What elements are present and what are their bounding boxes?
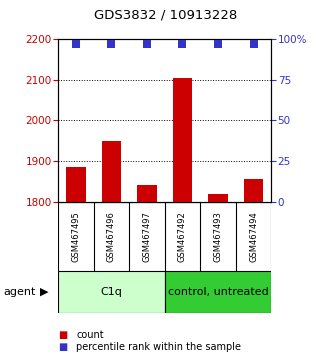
Text: GSM467494: GSM467494 — [249, 211, 258, 262]
Text: control, untreated: control, untreated — [168, 287, 268, 297]
Text: count: count — [76, 330, 104, 339]
Point — [251, 41, 256, 47]
Bar — [102, 141, 121, 202]
Point — [109, 41, 114, 47]
Point — [144, 41, 150, 47]
Text: C1q: C1q — [100, 287, 122, 297]
Text: ■: ■ — [58, 342, 67, 352]
Text: ▶: ▶ — [40, 287, 49, 297]
Bar — [244, 179, 263, 202]
Text: GDS3832 / 10913228: GDS3832 / 10913228 — [94, 9, 237, 22]
Bar — [208, 194, 228, 202]
Text: GSM467497: GSM467497 — [142, 211, 151, 262]
Text: agent: agent — [3, 287, 36, 297]
Text: GSM467493: GSM467493 — [213, 211, 222, 262]
Point — [215, 41, 221, 47]
Bar — [173, 78, 192, 202]
Text: GSM467495: GSM467495 — [71, 211, 80, 262]
Text: GSM467496: GSM467496 — [107, 211, 116, 262]
Bar — [137, 185, 157, 202]
Text: GSM467492: GSM467492 — [178, 211, 187, 262]
Bar — [58, 271, 165, 313]
Point — [180, 41, 185, 47]
Bar — [66, 167, 85, 202]
Bar — [165, 271, 271, 313]
Text: percentile rank within the sample: percentile rank within the sample — [76, 342, 241, 352]
Point — [73, 41, 78, 47]
Text: ■: ■ — [58, 330, 67, 339]
